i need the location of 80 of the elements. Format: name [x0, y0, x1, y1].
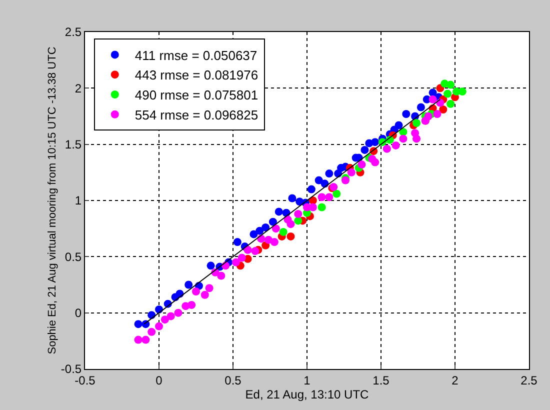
point	[174, 308, 182, 317]
point	[294, 216, 302, 225]
point	[318, 203, 326, 212]
y-tick-label: 0.5	[64, 250, 82, 264]
point	[256, 226, 264, 235]
legend-label: 554 rmse = 0.096825	[134, 107, 258, 122]
point	[160, 316, 169, 324]
y-tick-label: -0.5	[60, 362, 82, 376]
y-tick-label: 1	[74, 194, 82, 208]
legend-label: 490 rmse = 0.075801	[134, 88, 258, 103]
point	[416, 103, 425, 112]
point	[325, 170, 334, 178]
x-axis-title: Ed, 21 Aug, 13:10 UTC	[245, 387, 370, 402]
point	[232, 258, 240, 266]
point	[192, 287, 200, 296]
x-tick-label: 0	[156, 373, 163, 388]
point	[262, 223, 270, 232]
point	[428, 95, 437, 104]
point	[412, 118, 421, 127]
legend-label: 411 rmse = 0.050637	[134, 48, 258, 63]
x-tick-label: 2.5	[520, 373, 538, 388]
point	[332, 190, 341, 198]
point	[274, 208, 283, 216]
point	[250, 230, 258, 238]
point	[155, 322, 163, 330]
point	[382, 144, 391, 153]
point	[206, 262, 215, 270]
point	[184, 280, 193, 289]
x-tick-label: 1	[304, 373, 311, 388]
point	[318, 193, 326, 202]
point	[307, 185, 316, 194]
x-tick-label: 1.5	[372, 373, 390, 388]
point	[288, 194, 296, 202]
point	[314, 176, 323, 184]
y-tick-label: 2	[74, 81, 82, 96]
point	[444, 90, 452, 98]
point	[217, 272, 226, 280]
point	[325, 193, 334, 202]
point	[433, 110, 442, 118]
point	[270, 238, 278, 246]
point	[142, 336, 150, 344]
point	[286, 220, 295, 228]
y-tick-label: 0	[74, 306, 82, 320]
point	[205, 284, 214, 292]
point	[392, 141, 400, 150]
point	[402, 110, 410, 118]
point	[439, 106, 448, 114]
point	[200, 290, 209, 299]
point	[268, 218, 277, 226]
point	[394, 121, 403, 130]
point	[251, 247, 260, 256]
point	[286, 232, 295, 240]
y-tick-label: 2.5	[64, 25, 82, 40]
x-tick-label: 2	[452, 373, 459, 388]
point	[371, 158, 380, 166]
point	[412, 134, 421, 143]
point	[371, 138, 380, 146]
point	[238, 254, 246, 262]
point	[188, 300, 196, 309]
point	[134, 320, 142, 328]
point	[134, 336, 142, 344]
point	[452, 88, 460, 96]
point	[424, 112, 432, 120]
point	[233, 238, 242, 246]
y-tick-label: 1.5	[64, 138, 82, 152]
point	[446, 100, 455, 108]
point	[360, 146, 369, 154]
x-tick-label: 0.5	[224, 373, 242, 388]
point	[347, 168, 356, 176]
point	[279, 228, 288, 236]
point	[294, 210, 302, 218]
point	[166, 312, 175, 320]
y-axis-title: Sophie Ed, 21 Aug virtual mooring from 10:15 UTC -13.38 UTC	[46, 46, 59, 354]
point	[148, 328, 156, 336]
point	[358, 160, 366, 169]
legend-label: 443 rmse = 0.081976	[134, 68, 258, 83]
point	[399, 134, 408, 143]
point	[446, 80, 455, 89]
point	[272, 224, 280, 233]
point	[244, 246, 252, 254]
